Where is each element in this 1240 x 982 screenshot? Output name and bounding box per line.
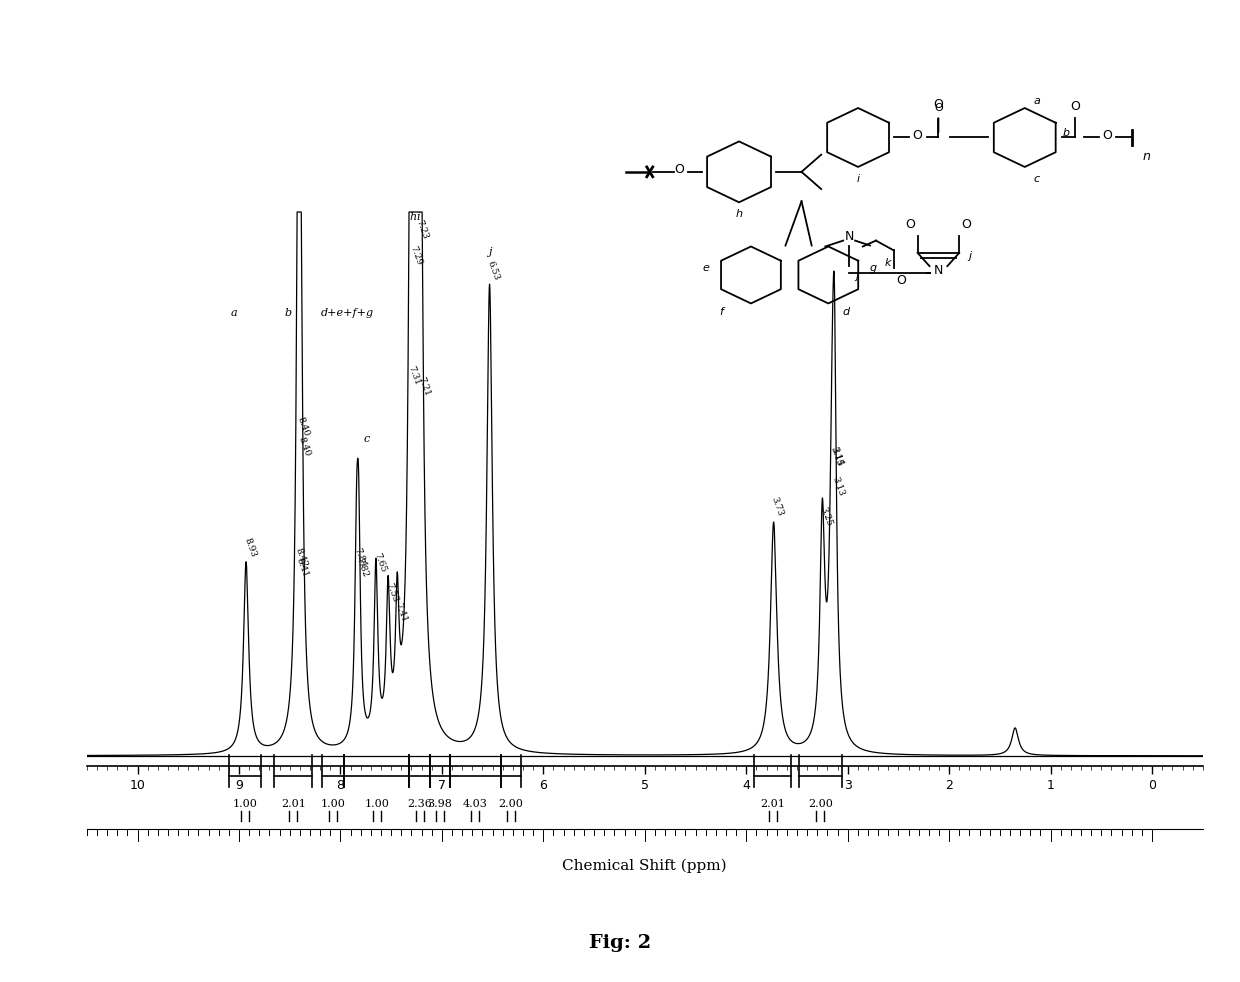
Text: 4.03: 4.03 xyxy=(463,798,487,809)
Text: 8.40: 8.40 xyxy=(295,415,311,437)
Text: 6.53: 6.53 xyxy=(486,259,501,281)
Text: 8.93: 8.93 xyxy=(242,536,258,558)
Text: e: e xyxy=(703,262,709,273)
Text: a: a xyxy=(1033,95,1040,106)
Text: 2.00: 2.00 xyxy=(808,798,833,809)
Text: 7.29: 7.29 xyxy=(408,245,424,266)
Text: h: h xyxy=(410,212,417,222)
Text: 1.00: 1.00 xyxy=(365,798,389,809)
Text: O: O xyxy=(675,163,684,176)
Text: f: f xyxy=(719,307,723,317)
Text: j: j xyxy=(487,247,491,257)
Text: O: O xyxy=(934,98,944,112)
Text: 7.41: 7.41 xyxy=(393,602,408,624)
Text: 8.40: 8.40 xyxy=(296,436,311,458)
Text: 8.42: 8.42 xyxy=(294,546,309,569)
Text: c: c xyxy=(363,434,370,444)
Text: 7.65: 7.65 xyxy=(372,551,387,573)
Text: N: N xyxy=(844,230,854,244)
Text: O: O xyxy=(1102,129,1112,141)
Text: 3.14: 3.14 xyxy=(830,446,844,467)
Text: d: d xyxy=(843,307,849,317)
Text: 7.31: 7.31 xyxy=(407,365,422,387)
Text: k: k xyxy=(884,257,892,268)
Text: h: h xyxy=(735,209,743,219)
X-axis label: Chemical Shift (ppm): Chemical Shift (ppm) xyxy=(563,859,727,873)
Text: 1.00: 1.00 xyxy=(321,798,346,809)
Text: a: a xyxy=(231,307,237,318)
Text: 2.01: 2.01 xyxy=(280,798,306,809)
Text: 7.82: 7.82 xyxy=(355,557,370,578)
Text: O: O xyxy=(1070,100,1080,113)
Text: 2.01: 2.01 xyxy=(760,798,785,809)
Text: c: c xyxy=(1034,175,1039,185)
Text: O: O xyxy=(934,103,942,113)
Text: i: i xyxy=(857,175,859,185)
Text: O: O xyxy=(961,218,971,231)
Text: 2.36: 2.36 xyxy=(407,798,432,809)
Text: 3.13: 3.13 xyxy=(831,476,846,498)
Text: O: O xyxy=(913,129,923,141)
Text: j: j xyxy=(856,271,858,281)
Text: 7.53: 7.53 xyxy=(384,581,399,604)
Text: b: b xyxy=(284,307,291,318)
Text: b: b xyxy=(1063,128,1070,137)
Text: j: j xyxy=(968,251,971,261)
Text: i: i xyxy=(417,212,420,222)
Text: n: n xyxy=(1143,150,1151,163)
Text: 3.98: 3.98 xyxy=(428,798,453,809)
Text: 3.25: 3.25 xyxy=(818,506,833,528)
Text: 3.73: 3.73 xyxy=(770,496,785,518)
Text: 8.41: 8.41 xyxy=(295,557,310,578)
Text: O: O xyxy=(905,218,915,231)
Text: Fig: 2: Fig: 2 xyxy=(589,934,651,952)
Text: 7.84: 7.84 xyxy=(352,546,368,569)
Text: 7.21: 7.21 xyxy=(417,375,432,397)
Text: d+e+f+g: d+e+f+g xyxy=(321,307,374,318)
Text: O: O xyxy=(897,274,906,287)
Text: N: N xyxy=(934,263,944,277)
Text: 3.15: 3.15 xyxy=(828,446,843,467)
Text: 1.00: 1.00 xyxy=(233,798,258,809)
Text: g: g xyxy=(869,262,877,273)
Text: 7.23: 7.23 xyxy=(414,219,430,241)
Text: 2.00: 2.00 xyxy=(498,798,523,809)
